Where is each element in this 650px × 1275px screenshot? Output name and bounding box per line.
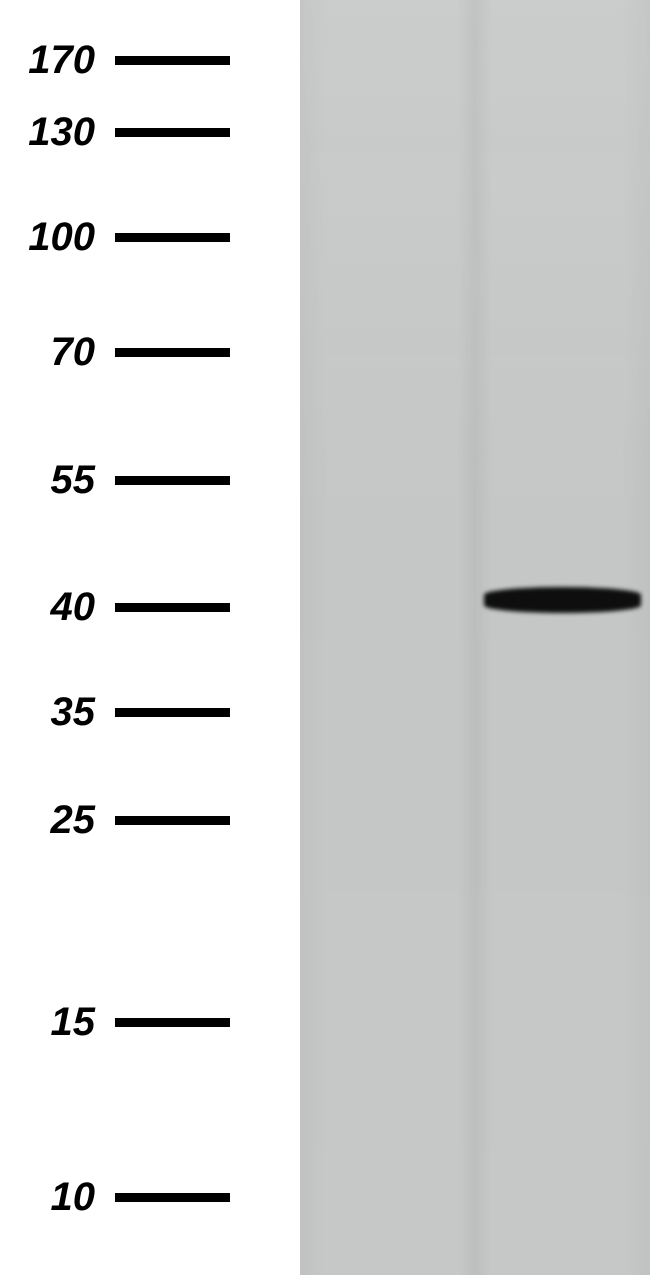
ladder-tick bbox=[115, 1018, 230, 1027]
ladder-tick bbox=[115, 816, 230, 825]
ladder-marker: 25 bbox=[0, 798, 300, 843]
blot-membrane bbox=[300, 0, 650, 1275]
ladder-tick bbox=[115, 603, 230, 612]
ladder-marker: 55 bbox=[0, 458, 300, 503]
ladder-label: 170 bbox=[0, 38, 115, 83]
ladder-label: 130 bbox=[0, 110, 115, 155]
ladder-label: 25 bbox=[0, 798, 115, 843]
molecular-weight-ladder: 170 130 100 70 55 40 35 25 15 10 bbox=[0, 0, 300, 1275]
ladder-tick bbox=[115, 233, 230, 242]
ladder-label: 40 bbox=[0, 585, 115, 630]
ladder-tick bbox=[115, 476, 230, 485]
ladder-marker: 100 bbox=[0, 215, 300, 260]
ladder-marker: 40 bbox=[0, 585, 300, 630]
ladder-marker: 10 bbox=[0, 1175, 300, 1220]
ladder-label: 10 bbox=[0, 1175, 115, 1220]
western-blot-figure: 170 130 100 70 55 40 35 25 15 10 bbox=[0, 0, 650, 1275]
ladder-label: 55 bbox=[0, 458, 115, 503]
lane-1-control bbox=[300, 0, 475, 1275]
ladder-marker: 35 bbox=[0, 690, 300, 735]
lane-2-sample bbox=[475, 0, 650, 1275]
ladder-marker: 130 bbox=[0, 110, 300, 155]
protein-band bbox=[484, 587, 642, 613]
ladder-tick bbox=[115, 128, 230, 137]
ladder-marker: 15 bbox=[0, 1000, 300, 1045]
ladder-tick bbox=[115, 56, 230, 65]
ladder-tick bbox=[115, 348, 230, 357]
ladder-tick bbox=[115, 708, 230, 717]
ladder-marker: 170 bbox=[0, 38, 300, 83]
ladder-label: 100 bbox=[0, 215, 115, 260]
ladder-marker: 70 bbox=[0, 330, 300, 375]
ladder-label: 35 bbox=[0, 690, 115, 735]
ladder-tick bbox=[115, 1193, 230, 1202]
ladder-label: 70 bbox=[0, 330, 115, 375]
ladder-label: 15 bbox=[0, 1000, 115, 1045]
